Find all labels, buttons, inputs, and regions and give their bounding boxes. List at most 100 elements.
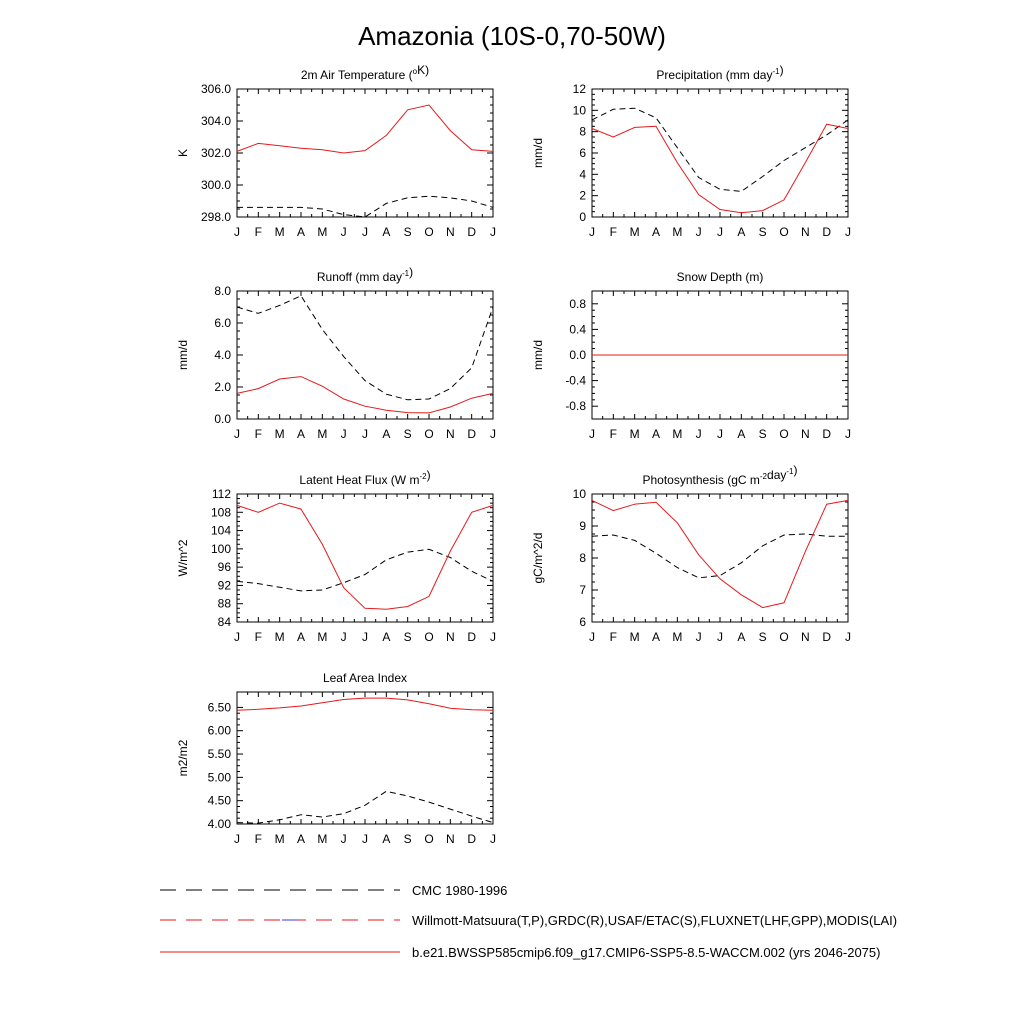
precipitation-xtick-label: O bbox=[779, 225, 788, 239]
runoff-ytick-label: 2.0 bbox=[214, 380, 231, 394]
air-temperature-ytick-label: 298.0 bbox=[201, 210, 231, 224]
precipitation-xtick-label: F bbox=[610, 225, 617, 239]
legend-label-observations: Willmott-Matsuura(T,P),GRDC(R),USAF/ETAC… bbox=[412, 913, 897, 928]
air-temperature-cmc-line bbox=[237, 195, 494, 218]
precipitation-ytick-label: 4 bbox=[579, 167, 586, 181]
snow-depth-xtick-label: O bbox=[779, 427, 788, 441]
runoff-xtick-label: J bbox=[234, 427, 240, 441]
photosynthesis-ytick-label: 8 bbox=[579, 551, 586, 565]
air-temperature-xtick-label: S bbox=[404, 225, 412, 239]
leaf-area-index-xtick-label: D bbox=[467, 832, 476, 846]
precipitation-xtick-label: M bbox=[672, 225, 682, 239]
air-temperature-xtick-label: O bbox=[424, 225, 433, 239]
runoff-cmc-line bbox=[236, 295, 494, 401]
snow-depth-xtick-label: S bbox=[759, 427, 767, 441]
photosynthesis-xtick-label: J bbox=[845, 630, 851, 644]
photosynthesis-xtick-label: D bbox=[822, 630, 831, 644]
leaf-area-index-ytick-label: 5.50 bbox=[208, 747, 232, 761]
latent-heat-flux-xtick-label: O bbox=[424, 630, 433, 644]
air-temperature-xtick-label: J bbox=[341, 225, 347, 239]
photosynthesis-model-line bbox=[591, 499, 849, 609]
legend: CMC 1980-1996 Willmott-Matsuura(T,P),GRD… bbox=[160, 883, 897, 960]
runoff-xtick-label: O bbox=[424, 427, 433, 441]
air-temperature-ytick-label: 306.0 bbox=[201, 82, 231, 96]
runoff-ytick-label: 0.0 bbox=[214, 412, 231, 426]
leaf-area-index-ytick-label: 5.00 bbox=[208, 770, 232, 784]
runoff-model-line bbox=[236, 376, 494, 414]
snow-depth-ylabel: mm/d bbox=[531, 340, 545, 370]
latent-heat-flux-xtick-label: A bbox=[382, 630, 390, 644]
air-temperature-xtick-label: J bbox=[234, 225, 240, 239]
precipitation-xtick-label: A bbox=[737, 225, 745, 239]
latent-heat-flux-ytick-label: 104 bbox=[211, 524, 231, 538]
latent-heat-flux-cmc-line bbox=[236, 548, 494, 592]
latent-heat-flux-xtick-label: F bbox=[255, 630, 262, 644]
leaf-area-index-xtick-label: A bbox=[382, 832, 390, 846]
panel-precipitation: Precipitation (mm day-1)J F M A M J J A S O N D J024… bbox=[531, 63, 851, 239]
precipitation-ylabel: mm/d bbox=[531, 138, 545, 168]
air-temperature-xtick-label: A bbox=[297, 225, 305, 239]
latent-heat-flux-ytick-label: 108 bbox=[211, 505, 231, 519]
precipitation-xtick-label: N bbox=[801, 225, 810, 239]
photosynthesis-xtick-label: F bbox=[610, 630, 617, 644]
snow-depth-xtick-label: J bbox=[717, 427, 723, 441]
latent-heat-flux-ytick-label: 100 bbox=[211, 542, 231, 556]
photosynthesis-ytick-label: 7 bbox=[579, 583, 586, 597]
runoff-ylabel: mm/d bbox=[176, 340, 190, 370]
snow-depth-ytick-label: -0.8 bbox=[565, 399, 586, 413]
leaf-area-index-ylabel: m2/m2 bbox=[176, 739, 190, 776]
air-temperature-ytick-label: 300.0 bbox=[201, 178, 231, 192]
latent-heat-flux-model-line bbox=[236, 502, 494, 610]
leaf-area-index-xtick-label: J bbox=[341, 832, 347, 846]
panel-latent-heat-flux: Latent Heat Flux (W m-2)J F M A M J J A S O N D J848… bbox=[176, 468, 496, 644]
air-temperature-ytick-label: 302.0 bbox=[201, 146, 231, 160]
precipitation-ytick-label: 6 bbox=[579, 146, 586, 160]
leaf-area-index-plot-frame bbox=[236, 691, 494, 825]
latent-heat-flux-ytick-label: 96 bbox=[218, 560, 232, 574]
leaf-area-index-title: Leaf Area Index bbox=[323, 671, 407, 685]
precipitation-xtick-label: S bbox=[759, 225, 767, 239]
legend-label-model: b.e21.BWSSP585cmip6.f09_g17.CMIP6-SSP5-8… bbox=[412, 945, 880, 960]
latent-heat-flux-title: Latent Heat Flux (W m-2) bbox=[299, 468, 430, 487]
snow-depth-ytick-label: 0.8 bbox=[569, 297, 586, 311]
snow-depth-xtick-label: F bbox=[610, 427, 617, 441]
precipitation-xtick-label: A bbox=[652, 225, 660, 239]
snow-depth-xtick-label: N bbox=[801, 427, 810, 441]
runoff-xtick-label: F bbox=[255, 427, 262, 441]
runoff-xtick-label: D bbox=[467, 427, 476, 441]
runoff-xtick-label: J bbox=[341, 427, 347, 441]
air-temperature-xtick-label: M bbox=[317, 225, 327, 239]
snow-depth-xtick-label: M bbox=[672, 427, 682, 441]
latent-heat-flux-xtick-label: M bbox=[317, 630, 327, 644]
precipitation-xtick-label: J bbox=[589, 225, 595, 239]
air-temperature-xtick-label: F bbox=[255, 225, 262, 239]
precipitation-xtick-label: M bbox=[630, 225, 640, 239]
photosynthesis-xtick-label: M bbox=[630, 630, 640, 644]
panel-photosynthesis: Photosynthesis (gC m-2day-1)J F M A M J J A S O N D… bbox=[531, 463, 851, 644]
photosynthesis-xtick-label: J bbox=[589, 630, 595, 644]
latent-heat-flux-ytick-label: 112 bbox=[212, 487, 231, 501]
leaf-area-index-ytick-label: 4.00 bbox=[208, 817, 232, 831]
precipitation-xtick-label: D bbox=[822, 225, 831, 239]
latent-heat-flux-xtick-label: D bbox=[467, 630, 476, 644]
leaf-area-index-xtick-label: N bbox=[446, 832, 455, 846]
runoff-xtick-label: J bbox=[362, 427, 368, 441]
precipitation-ytick-label: 2 bbox=[579, 189, 586, 203]
photosynthesis-xtick-label: J bbox=[717, 630, 723, 644]
latent-heat-flux-plot-frame bbox=[236, 493, 494, 623]
leaf-area-index-xtick-label: J bbox=[490, 832, 496, 846]
leaf-area-index-ytick-label: 6.50 bbox=[208, 700, 232, 714]
snow-depth-ytick-label: 0.4 bbox=[569, 322, 586, 336]
photosynthesis-cmc-line bbox=[591, 533, 848, 579]
runoff-title: Runoff (mm day-1) bbox=[317, 265, 413, 284]
runoff-xtick-label: A bbox=[297, 427, 305, 441]
leaf-area-index-xtick-label: J bbox=[234, 832, 240, 846]
air-temperature-xtick-label: D bbox=[467, 225, 476, 239]
leaf-area-index-cmc-line bbox=[236, 790, 494, 824]
photosynthesis-xtick-label: J bbox=[696, 630, 702, 644]
runoff-ytick-label: 4.0 bbox=[214, 348, 231, 362]
photosynthesis-ytick-label: 10 bbox=[573, 487, 587, 501]
legend-entry-model: b.e21.BWSSP585cmip6.f09_g17.CMIP6-SSP5-8… bbox=[160, 945, 880, 960]
leaf-area-index-xtick-label: S bbox=[404, 832, 412, 846]
